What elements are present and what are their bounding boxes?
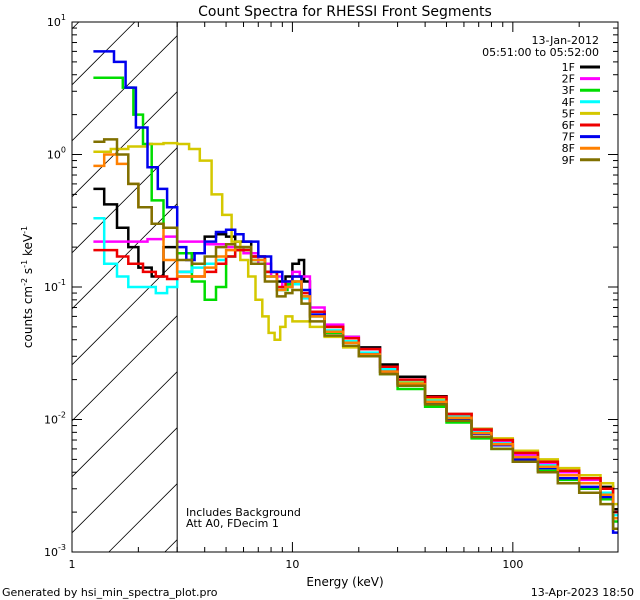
legend-label-5F: 5F	[562, 107, 575, 120]
x-tick-label: 100	[502, 558, 523, 571]
legend-label-3F: 3F	[562, 84, 575, 97]
legend-label-2F: 2F	[562, 73, 575, 86]
annotation-attenuator: Att A0, FDecim 1	[186, 517, 279, 530]
chart-title: Count Spectra for RHESSI Front Segments	[198, 4, 492, 20]
y-axis-label: counts cm-2 s-1 keV-1	[20, 226, 35, 348]
legend-label-8F: 8F	[562, 142, 575, 155]
series-line-5F	[93, 141, 618, 506]
hatch-line	[71, 427, 178, 534]
y-tick-labels: 10-3 10-2 10-1 100 101	[44, 13, 66, 559]
hatch-line	[108, 483, 178, 553]
x-tick-labels: 1 10 100	[69, 558, 524, 571]
y-tick-label: 100	[47, 146, 66, 162]
hatch-line	[71, 91, 178, 198]
legend-label-9F: 9F	[562, 154, 575, 167]
generated-by-label: Generated by hsi_min_spectra_plot.pro	[2, 586, 218, 599]
legend-label-1F: 1F	[562, 61, 575, 74]
x-tick-label: 10	[285, 558, 299, 571]
y-tick-label: 10-1	[44, 278, 66, 294]
legend-label-7F: 7F	[562, 131, 575, 144]
x-tick-label: 1	[69, 558, 76, 571]
date-label: 13-Jan-2012	[532, 34, 600, 47]
x-axis-label: Energy (keV)	[306, 575, 383, 589]
legend-label-6F: 6F	[562, 119, 575, 132]
series-layer	[93, 50, 618, 534]
series-line-9F	[93, 138, 618, 530]
annotation-background: Includes Background	[186, 506, 301, 519]
attenuator-hatch-region	[71, 21, 178, 553]
y-tick-label: 10-2	[44, 411, 66, 427]
time-range-label: 05:51:00 to 05:52:00	[482, 46, 599, 59]
hatch-line	[71, 315, 178, 422]
hatch-line	[164, 539, 178, 553]
hatch-line	[71, 147, 178, 254]
hatch-line	[71, 21, 136, 86]
legend-label-4F: 4F	[562, 96, 575, 109]
hatch-line	[71, 371, 178, 478]
axis-ticks	[71, 21, 619, 553]
y-tick-label: 10-3	[44, 543, 66, 559]
y-tick-label: 101	[47, 13, 66, 29]
timestamp-label: 13-Apr-2023 18:50	[531, 586, 634, 599]
